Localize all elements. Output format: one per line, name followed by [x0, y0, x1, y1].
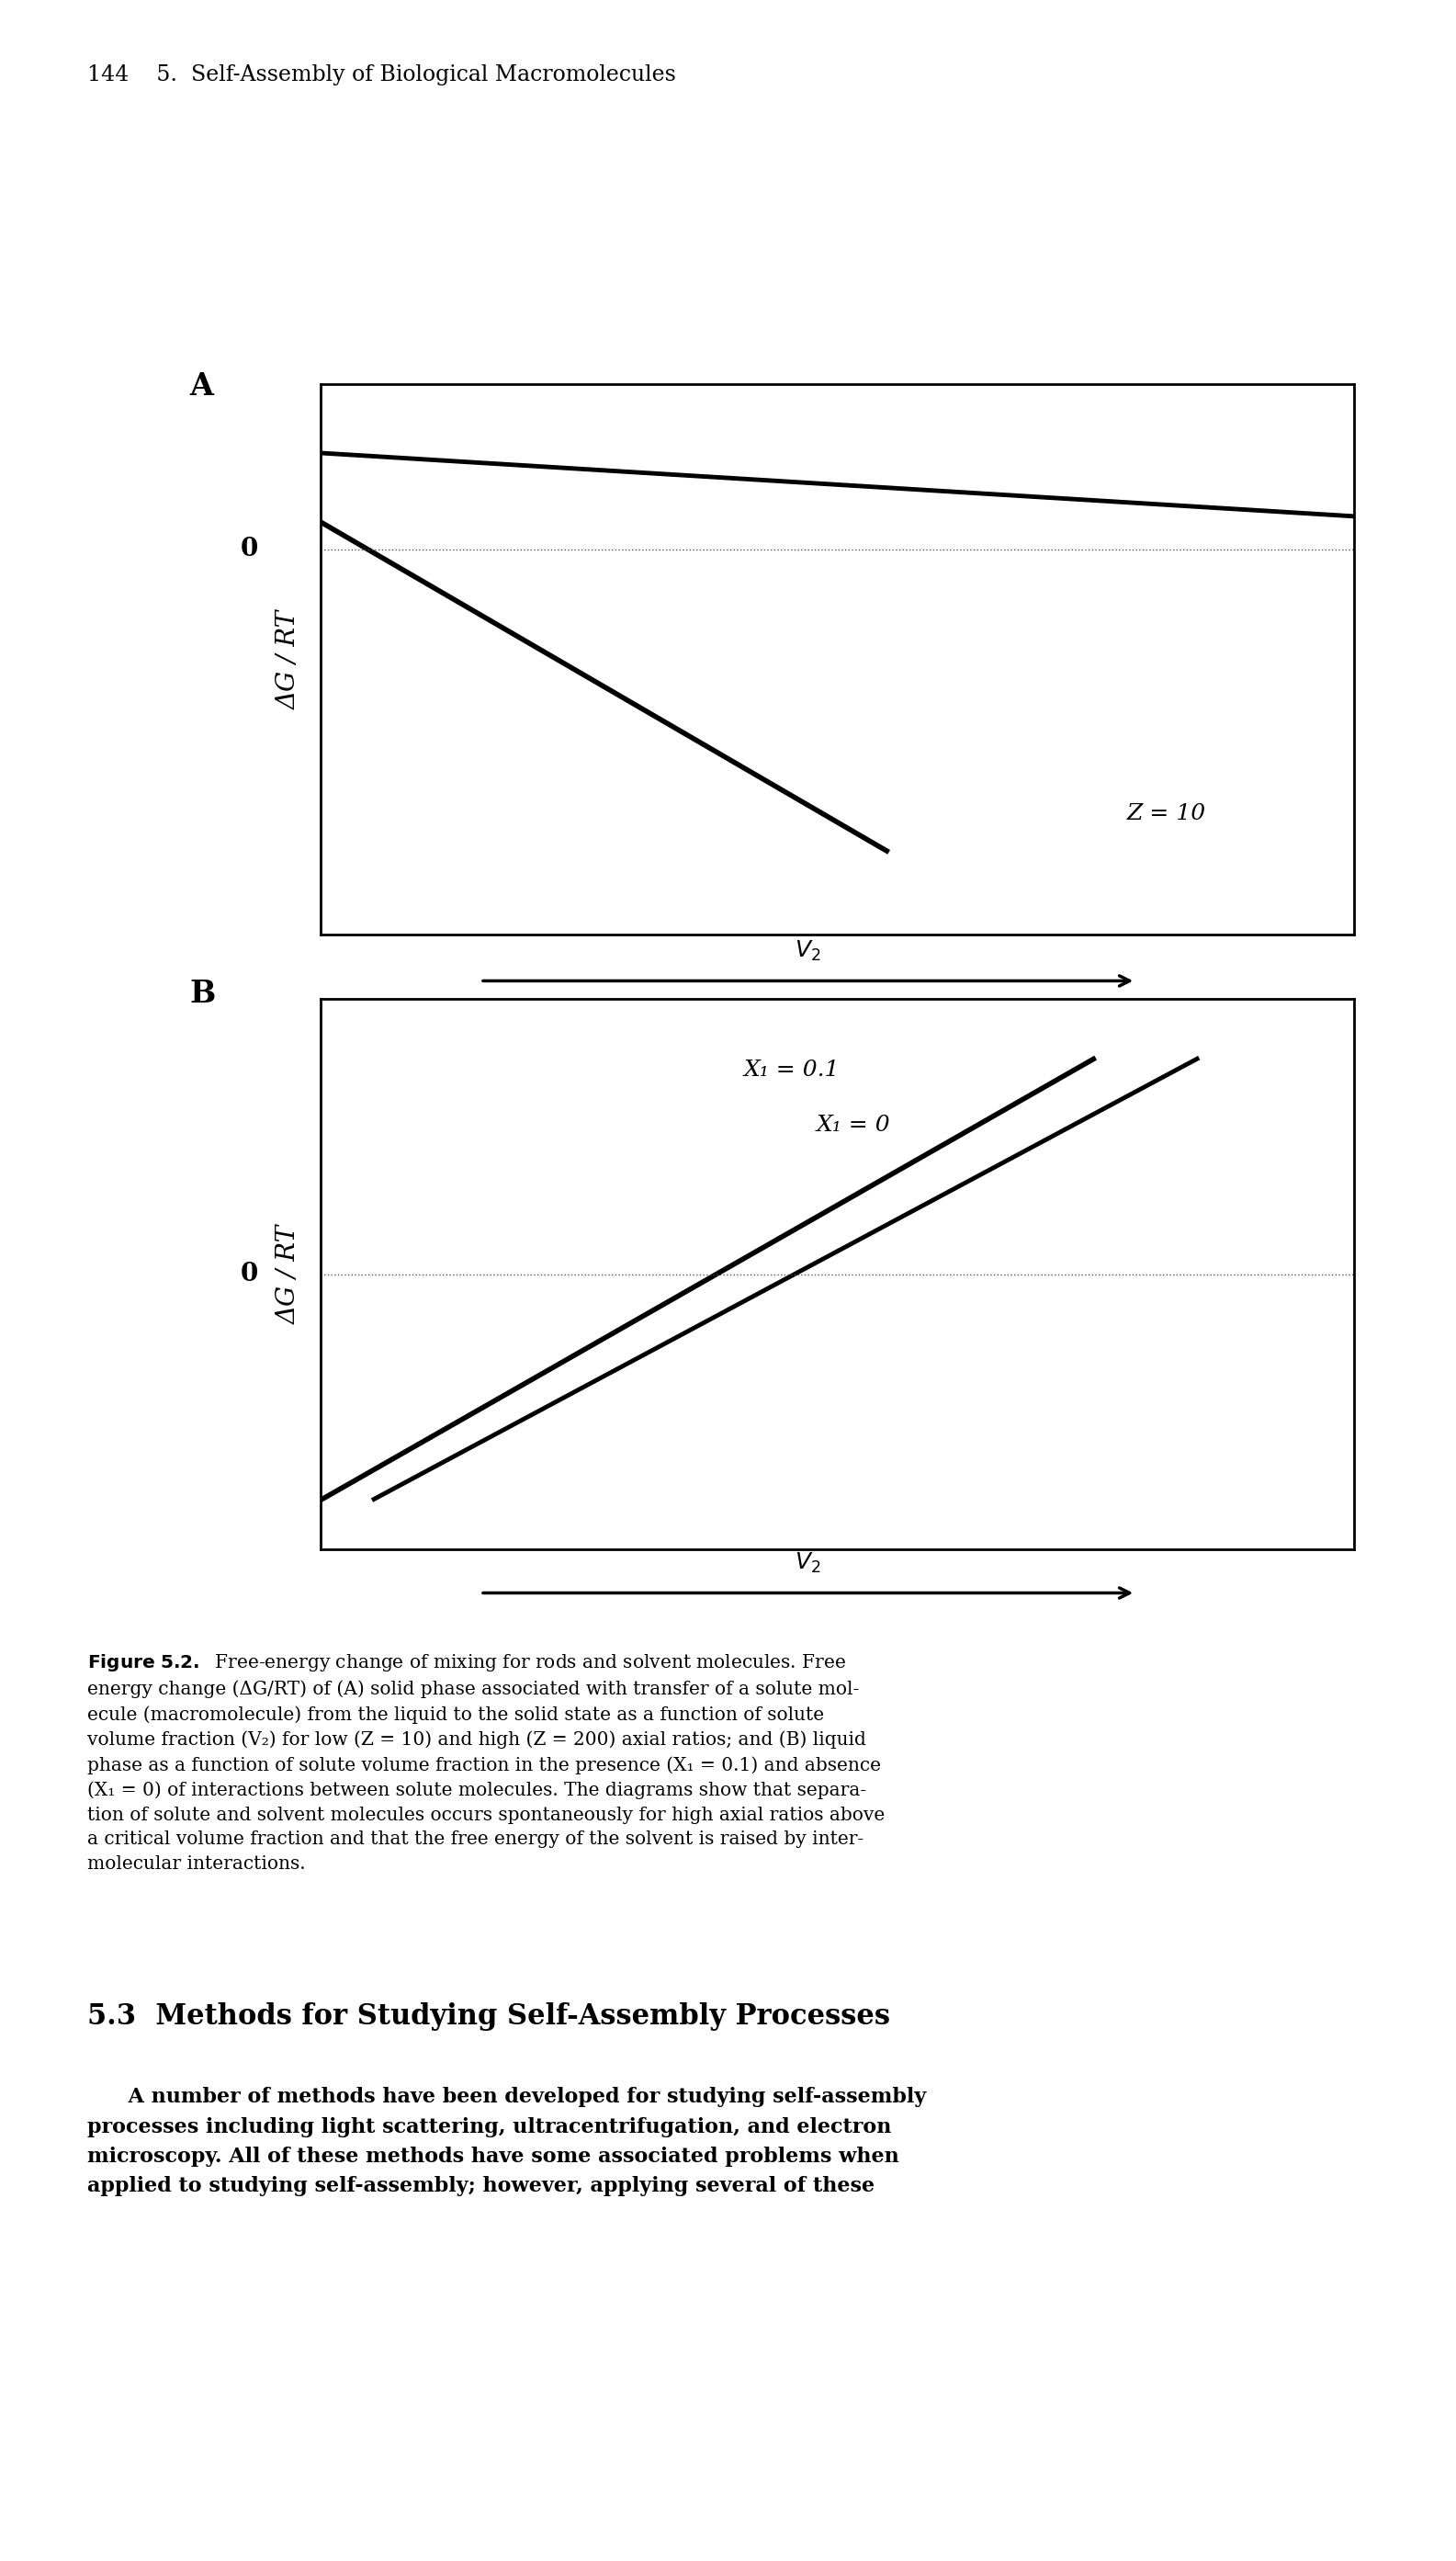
Text: X₁ = 0.1: X₁ = 0.1 [744, 1060, 840, 1081]
Text: X₁ = 0: X₁ = 0 [817, 1114, 891, 1137]
Text: A number of methods have been developed for studying self-assembly
processes inc: A number of methods have been developed … [87, 2087, 926, 2197]
Text: 0: 0 [240, 538, 258, 561]
Text: 0: 0 [240, 1263, 258, 1286]
Text: A: A [189, 371, 213, 402]
Text: B: B [189, 978, 215, 1009]
Text: 5.3  Methods for Studying Self-Assembly Processes: 5.3 Methods for Studying Self-Assembly P… [87, 2003, 890, 2031]
Y-axis label: ΔG / RT: ΔG / RT [277, 610, 301, 709]
Text: $\bf{Figure\ 5.2.}$  Free-energy change of mixing for rods and solvent molecules: $\bf{Figure\ 5.2.}$ Free-energy change o… [87, 1652, 885, 1872]
Y-axis label: ΔG / RT: ΔG / RT [277, 1224, 301, 1324]
Text: $V_2$: $V_2$ [795, 940, 821, 963]
Text: $V_2$: $V_2$ [795, 1552, 821, 1575]
Text: 144    5.  Self-Assembly of Biological Macromolecules: 144 5. Self-Assembly of Biological Macro… [87, 64, 676, 85]
Text: Z = 200: Z = 200 [961, 1173, 1056, 1193]
Text: Z = 10: Z = 10 [1127, 804, 1206, 825]
